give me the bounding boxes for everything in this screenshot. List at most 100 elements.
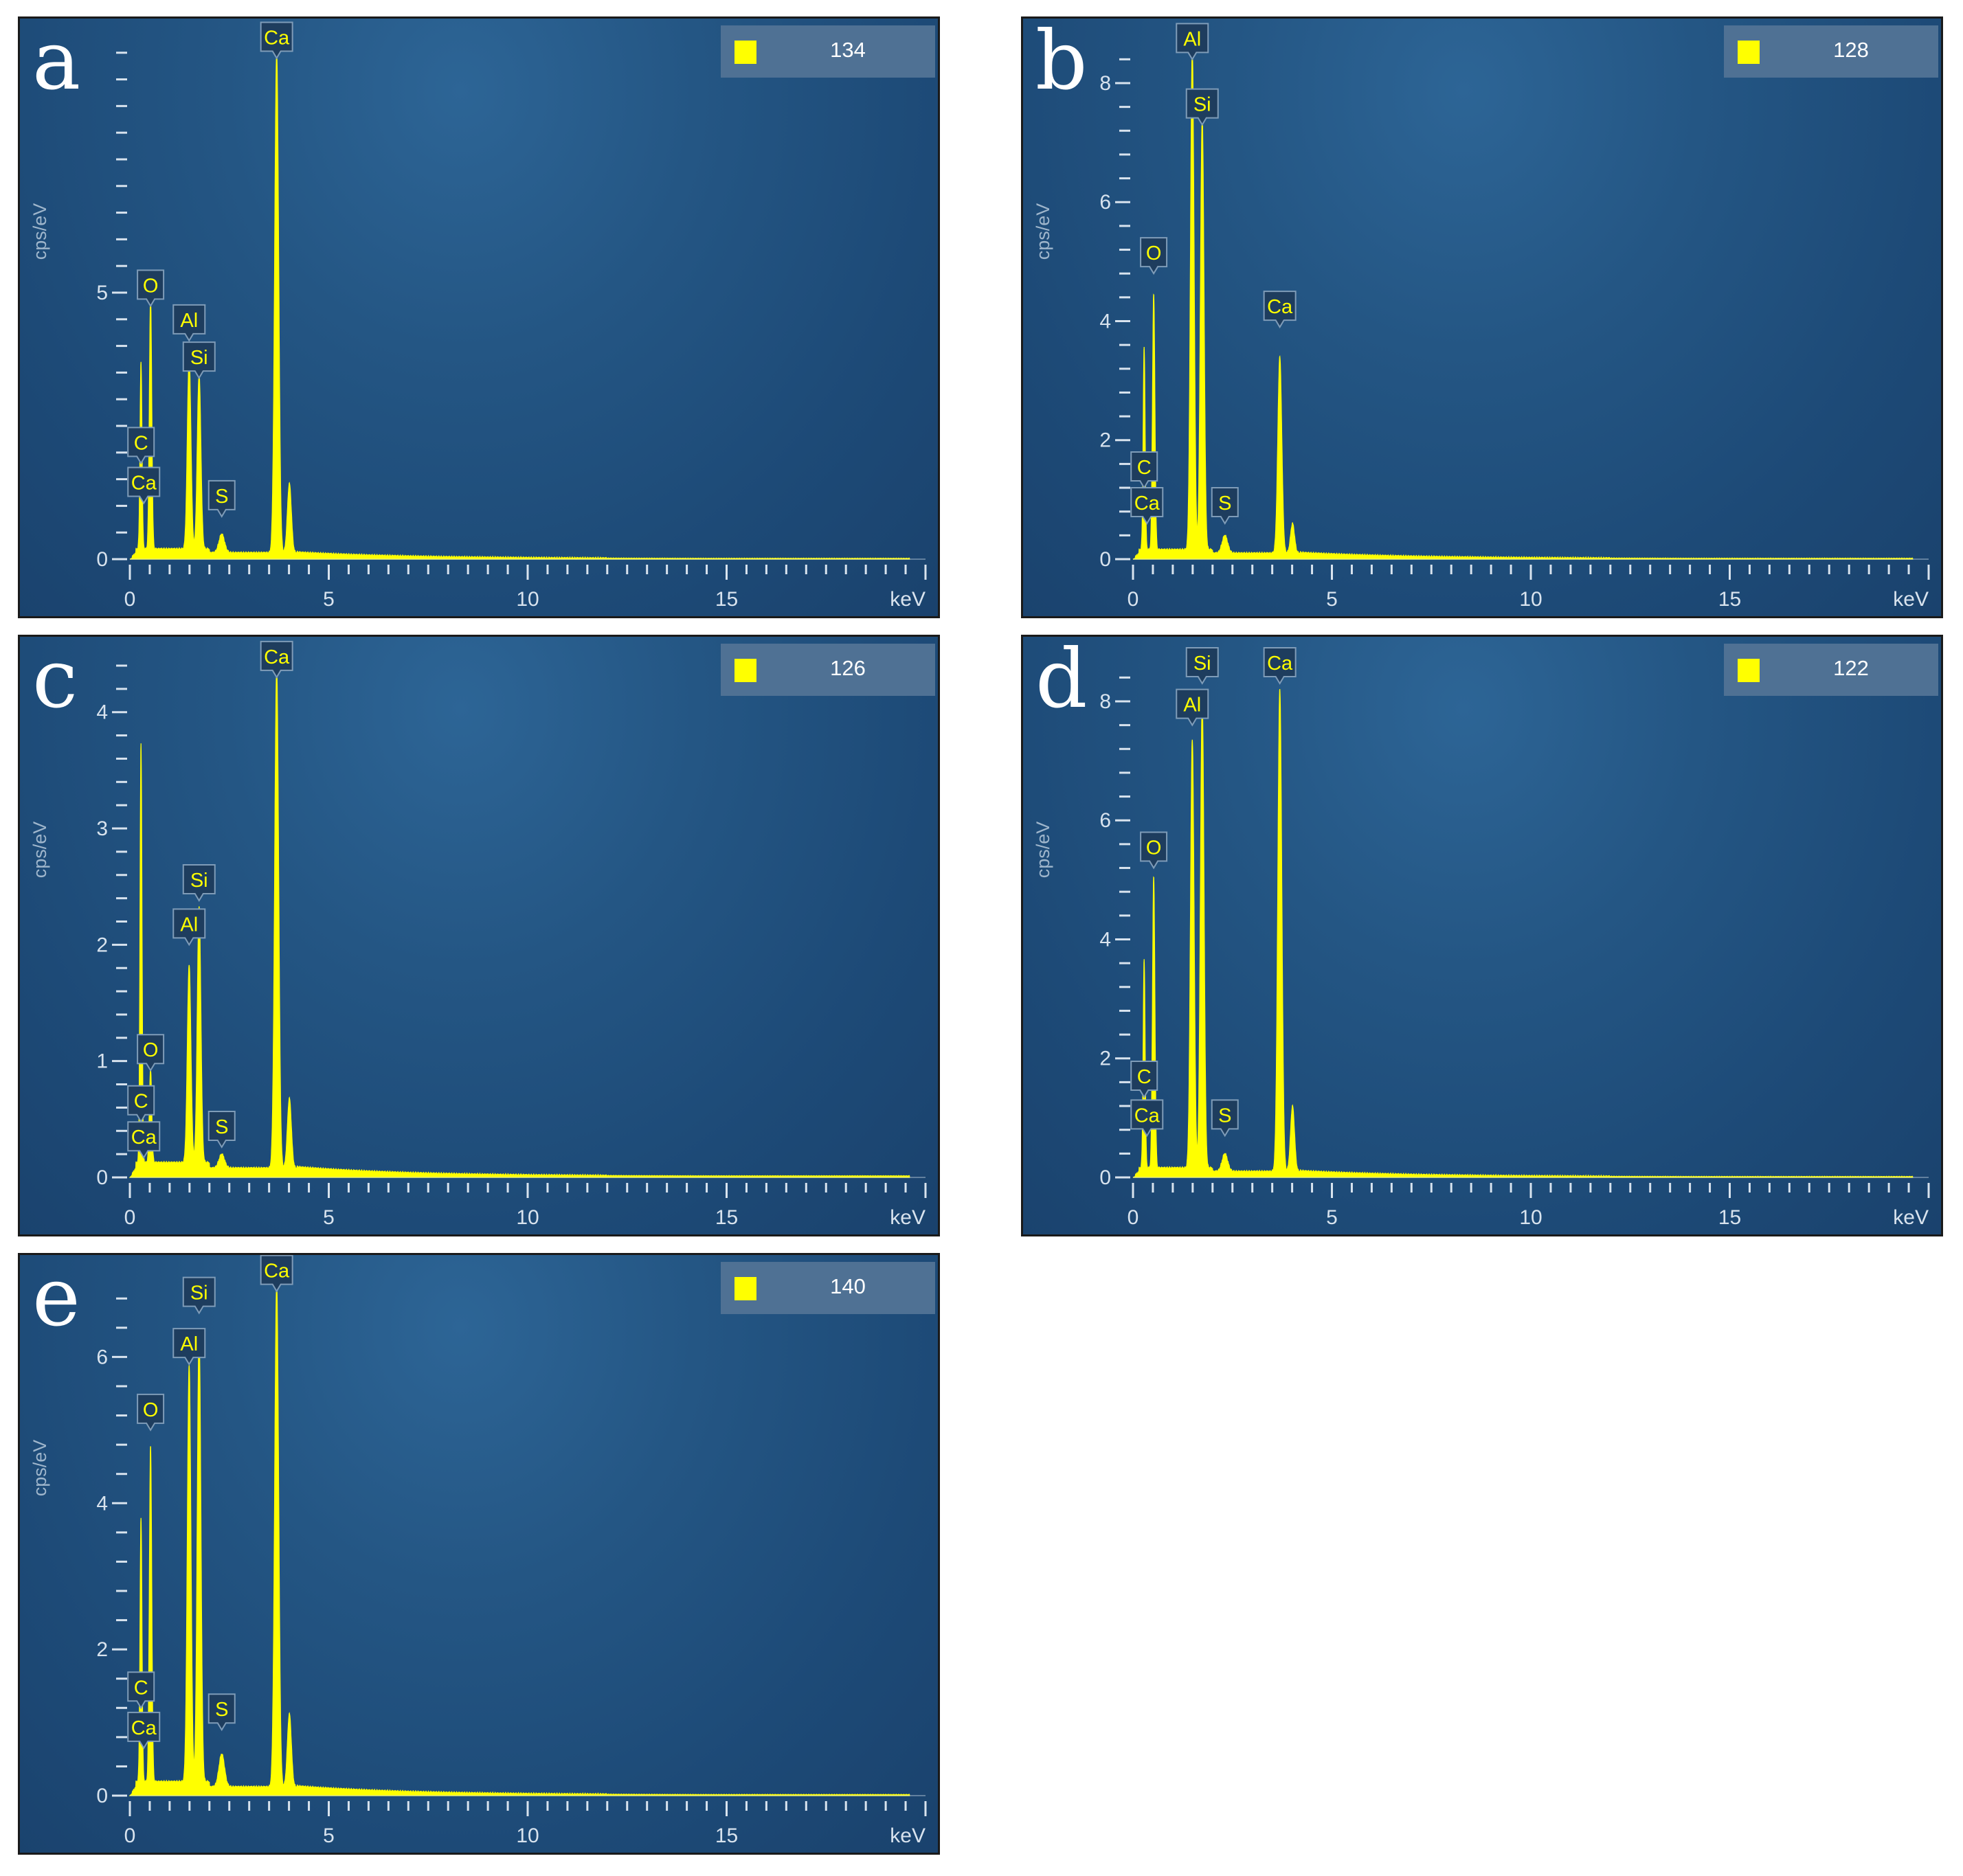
element-label-box (260, 21, 293, 60)
element-label: Si (1185, 646, 1219, 685)
x-axis-label: keV (1893, 588, 1929, 611)
element-label-box (260, 640, 293, 679)
element-label-box (207, 1110, 236, 1149)
element-label-box (137, 1393, 165, 1432)
spectrum-area (128, 1282, 910, 1796)
x-axis-label: keV (890, 588, 926, 611)
y-tick-label: 5 (96, 282, 108, 304)
spectrum-plot-b: 0 5 10 15 keV 0 2 4 6 8 Al Si O Ca C Ca S (1099, 23, 1930, 611)
element-label-text: O (143, 1399, 159, 1421)
x-tick-label: 15 (715, 1206, 738, 1229)
element-label: Ca (1130, 487, 1164, 525)
y-tick-label: 6 (1099, 191, 1111, 214)
x-tick-label: 0 (124, 1206, 136, 1229)
element-label-box (182, 1276, 216, 1315)
element-label: Si (182, 864, 216, 902)
panel-letter-e: e (32, 1253, 80, 1344)
y-tick-label: 6 (96, 1346, 108, 1368)
element-label-box (127, 1671, 155, 1710)
element-label-text: Al (1183, 694, 1201, 716)
element-label: S (1211, 1099, 1239, 1138)
element-label: S (207, 479, 236, 518)
element-label-text: O (1146, 837, 1162, 859)
spectrum-plot-e: 0 5 10 15 keV 0 2 4 6 Si Ca Al O C Ca S (96, 1255, 927, 1847)
element-label-text: Si (1193, 653, 1211, 675)
element-label-text: Si (190, 347, 208, 369)
y-tick-label: 3 (96, 817, 108, 840)
element-label: S (207, 1693, 236, 1732)
element-label-text: O (143, 1039, 159, 1061)
legend-count: 140 (830, 1274, 866, 1298)
element-label-box (1211, 1099, 1239, 1138)
legend-count: 122 (1833, 656, 1869, 680)
element-label-box (172, 1328, 206, 1366)
spectrum-area (1132, 689, 1914, 1179)
element-label-text: Ca (1134, 493, 1160, 515)
element-label: Si (182, 341, 216, 380)
legend: 134 (721, 25, 935, 78)
element-label-box (172, 304, 206, 342)
legend: 122 (1724, 644, 1938, 696)
element-label-text: Ca (264, 1261, 290, 1282)
y-tick-label: 4 (96, 701, 108, 724)
element-label-text: O (143, 275, 159, 297)
element-label-box (1185, 88, 1219, 126)
element-label-text: Ca (131, 1127, 157, 1149)
spectrum-area (1132, 49, 1914, 561)
element-label-box (260, 1255, 293, 1293)
element-label-text: Al (180, 914, 198, 936)
element-label-text: Al (180, 310, 198, 332)
element-label-text: S (1218, 493, 1231, 515)
element-label: Si (1185, 88, 1219, 126)
legend-count: 126 (830, 656, 866, 680)
legend-swatch (734, 1277, 756, 1300)
element-label: C (127, 1085, 155, 1123)
element-label-text: Al (1183, 28, 1201, 50)
spectrum-panel-d: 0 5 10 15 keV 0 2 4 6 8 Si Ca Al O C Ca S d cps/eV 122 (1021, 635, 1943, 1236)
legend-swatch (734, 659, 756, 682)
y-tick-label: 6 (1099, 809, 1111, 832)
element-label: Al (172, 908, 206, 947)
element-label: Al (172, 1328, 206, 1366)
legend: 126 (721, 644, 935, 696)
element-label-text: Ca (131, 1717, 157, 1739)
panel-letter-c: c (32, 635, 78, 726)
x-tick-label: 10 (1519, 1206, 1542, 1229)
element-label-box (1140, 237, 1168, 275)
element-label-text: Ca (264, 27, 290, 49)
y-axis-label: cps/eV (30, 821, 50, 879)
legend-count: 134 (830, 38, 866, 62)
element-label-box (1211, 487, 1239, 525)
y-tick-label: 8 (1099, 72, 1111, 95)
x-tick-label: 5 (323, 1206, 335, 1229)
x-tick-label: 15 (715, 588, 738, 611)
element-label: Ca (1130, 1099, 1164, 1138)
y-tick-label: 4 (1099, 310, 1111, 332)
element-label-box (137, 1034, 165, 1072)
legend: 140 (721, 1262, 935, 1314)
element-label: Ca (127, 1711, 161, 1750)
y-tick-label: 0 (96, 548, 108, 571)
panel-letter-b: b (1035, 16, 1088, 108)
element-label-box (1185, 646, 1219, 685)
legend-swatch (1738, 659, 1760, 682)
element-label-box (182, 341, 216, 380)
y-tick-label: 8 (1099, 690, 1111, 713)
y-axis-label: cps/eV (1033, 203, 1053, 260)
legend-swatch (734, 41, 756, 64)
element-label: O (1140, 237, 1168, 275)
element-label: Ca (260, 21, 293, 60)
element-label-box (127, 1711, 161, 1750)
x-tick-label: 5 (1326, 588, 1338, 611)
element-label-text: C (134, 1091, 148, 1113)
element-label-text: O (1146, 242, 1162, 264)
element-label: O (137, 269, 165, 308)
x-tick-label: 0 (124, 588, 136, 611)
element-label-box (1130, 1099, 1164, 1138)
spectrum-panel-a: 0 5 10 15 keV 0 5 Ca O Al Si C Ca S a cps/eV 134 (18, 16, 940, 618)
spectrum-area (128, 667, 910, 1178)
element-label-box (127, 1085, 155, 1123)
x-tick-label: 5 (323, 588, 335, 611)
y-tick-label: 0 (96, 1785, 108, 1807)
